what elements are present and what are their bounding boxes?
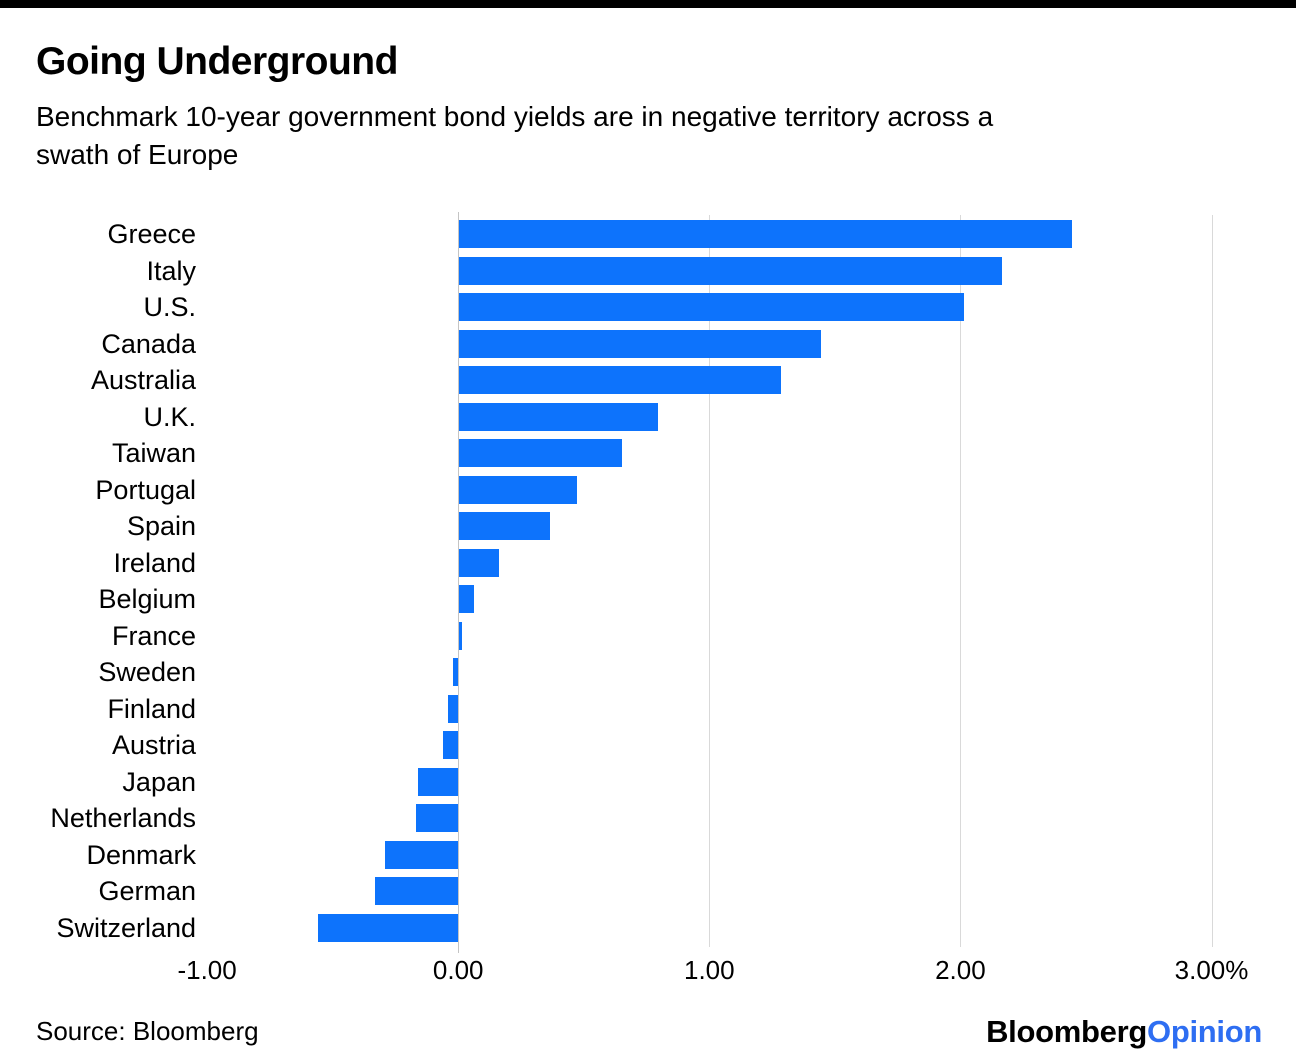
bar-row: Sweden — [0, 657, 1296, 687]
chart-subtitle-line2: swath of Europe — [36, 139, 239, 170]
category-label: Spain — [126, 511, 196, 541]
bar — [459, 475, 578, 504]
bar — [459, 293, 964, 321]
bar-row: Ireland — [0, 547, 1296, 578]
bar-row: Australia — [0, 365, 1296, 395]
bar-row: Netherlands — [0, 803, 1296, 833]
bar-row: Switzerland — [0, 912, 1296, 943]
category-label: Denmark — [86, 839, 196, 870]
category-label: Japan — [122, 766, 196, 797]
category-label: Taiwan — [111, 438, 196, 468]
bar-row: Canada — [0, 328, 1296, 359]
bar — [375, 877, 459, 905]
bar — [459, 439, 623, 467]
bar-row: Denmark — [0, 839, 1296, 870]
gridline — [960, 215, 962, 947]
top-rule — [0, 0, 1296, 8]
category-label: Italy — [146, 255, 196, 286]
bar-row: Spain — [0, 511, 1296, 541]
zero-axis-line — [458, 212, 460, 953]
bar — [385, 840, 459, 869]
bar-row: U.K. — [0, 401, 1296, 432]
x-axis-tick-label: 1.00 — [683, 955, 735, 985]
bar — [459, 512, 550, 540]
bar — [459, 366, 781, 394]
bar-row: Italy — [0, 255, 1296, 286]
bar — [418, 767, 459, 796]
bloomberg-opinion-logo: BloombergOpinion — [986, 1014, 1262, 1050]
category-label: Canada — [101, 328, 196, 359]
category-label: Switzerland — [56, 912, 196, 943]
bar — [448, 694, 459, 723]
bar — [459, 220, 1072, 248]
chart-subtitle: Benchmark 10-year government bond yields… — [36, 98, 993, 174]
category-label: Netherlands — [50, 803, 196, 833]
category-label: Finland — [107, 693, 196, 724]
bar — [443, 731, 459, 759]
category-label: German — [98, 876, 196, 906]
category-label: Sweden — [98, 657, 196, 687]
bar — [459, 548, 500, 577]
bar — [317, 913, 459, 942]
bar — [453, 658, 459, 686]
bar — [459, 256, 1002, 285]
x-axis-tick-label: 0.00 — [432, 955, 484, 985]
x-axis-tick-label: 2.00 — [935, 955, 986, 985]
bar-row: Finland — [0, 693, 1296, 724]
category-label: France — [111, 620, 196, 651]
bar-row: U.S. — [0, 292, 1296, 322]
bar-row: France — [0, 620, 1296, 651]
bar — [459, 329, 821, 358]
source-note: Source: Bloomberg — [36, 1016, 259, 1046]
gridline — [709, 215, 711, 947]
bar — [459, 585, 475, 613]
bar-row: Belgium — [0, 584, 1296, 614]
bar — [459, 402, 658, 431]
bar-row: Japan — [0, 766, 1296, 797]
category-label: U.K. — [143, 401, 196, 432]
bar — [459, 621, 462, 650]
category-label: U.S. — [143, 292, 196, 322]
logo-bloomberg: Bloomberg — [986, 1014, 1148, 1049]
logo-opinion: Opinion — [1147, 1014, 1262, 1049]
category-label: Austria — [111, 730, 196, 760]
bar-row: German — [0, 876, 1296, 906]
bar-row: Greece — [0, 219, 1296, 249]
bar-row: Taiwan — [0, 438, 1296, 468]
category-label: Belgium — [98, 584, 196, 614]
category-label: Greece — [107, 219, 196, 249]
category-label: Australia — [90, 365, 196, 395]
bar-row: Portugal — [0, 474, 1296, 505]
chart-title: Going Underground — [36, 40, 398, 83]
gridline — [1211, 215, 1213, 947]
bar-row: Austria — [0, 730, 1296, 760]
chart-subtitle-line1: Benchmark 10-year government bond yields… — [36, 101, 994, 132]
bar — [415, 804, 459, 832]
x-axis-tick-label: -1.00 — [177, 955, 237, 985]
category-label: Ireland — [113, 547, 196, 578]
category-label: Portugal — [95, 474, 196, 505]
x-axis-tick-label: 3.00% — [1174, 955, 1249, 985]
